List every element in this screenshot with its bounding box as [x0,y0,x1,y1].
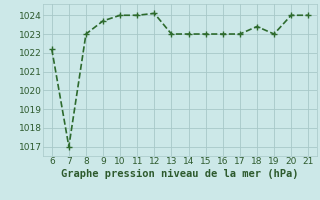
X-axis label: Graphe pression niveau de la mer (hPa): Graphe pression niveau de la mer (hPa) [61,169,299,179]
